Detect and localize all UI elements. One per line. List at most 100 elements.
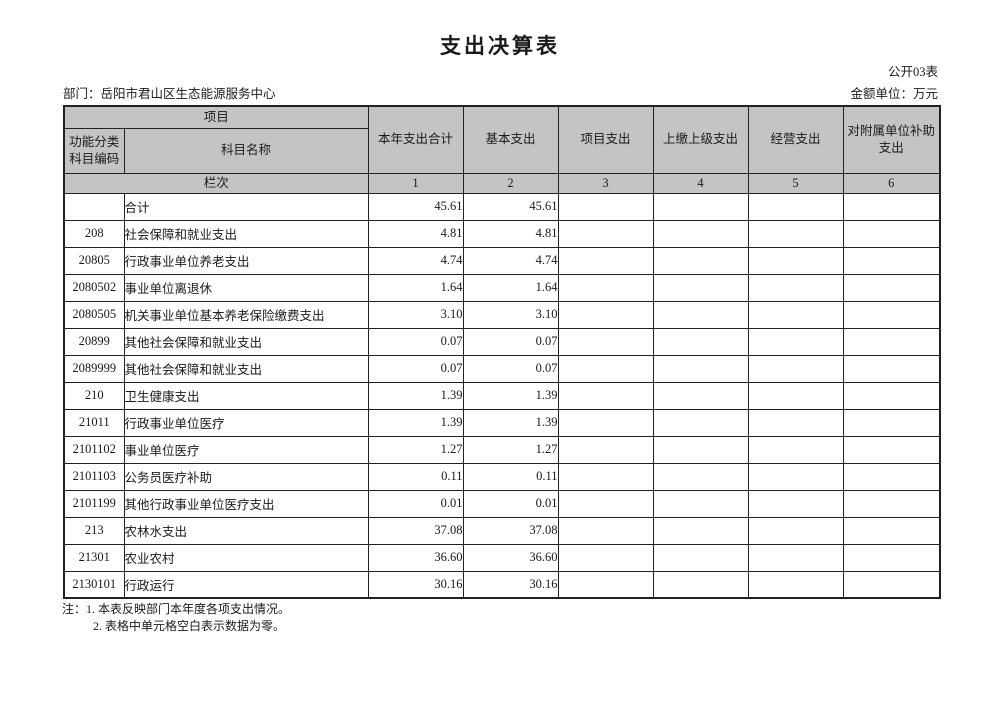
cell-subject-name: 事业单位医疗 bbox=[123, 435, 369, 464]
cell-value: 1.64 bbox=[367, 273, 464, 302]
table-row: 2089999 其他社会保障和就业支出 0.07 0.07 bbox=[63, 354, 941, 383]
cell-value: 1.27 bbox=[367, 435, 464, 464]
column-index-number: 4 bbox=[652, 172, 749, 194]
cell-subject-name: 事业单位离退休 bbox=[123, 273, 369, 302]
column-index-row: 栏次 1 2 3 4 5 6 bbox=[63, 172, 941, 194]
cell-subject-name: 其他社会保障和就业支出 bbox=[123, 327, 369, 356]
cell-value: 37.08 bbox=[462, 516, 559, 545]
cell-code: 2089999 bbox=[63, 354, 125, 383]
cell-value bbox=[652, 570, 749, 599]
expenditure-table: 项目 本年支出合计 基本支出 项目支出 上缴上级支出 经营支出 对附属单位补助支… bbox=[63, 105, 942, 599]
cell-value: 4.74 bbox=[367, 246, 464, 275]
cell-value bbox=[747, 462, 844, 491]
cell-value: 0.11 bbox=[462, 462, 559, 491]
cell-value bbox=[652, 435, 749, 464]
cell-code: 2101199 bbox=[63, 489, 125, 518]
column-index-label: 栏次 bbox=[63, 172, 369, 194]
cell-value bbox=[557, 354, 654, 383]
cell-value bbox=[842, 192, 941, 221]
cell-code: 20899 bbox=[63, 327, 125, 356]
cell-code: 21301 bbox=[63, 543, 125, 572]
cell-value bbox=[747, 543, 844, 572]
cell-value bbox=[557, 489, 654, 518]
cell-value bbox=[747, 300, 844, 329]
cell-value bbox=[842, 300, 941, 329]
header-col-upper-level: 上缴上级支出 bbox=[652, 105, 749, 174]
cell-value: 0.07 bbox=[367, 354, 464, 383]
cell-value bbox=[557, 300, 654, 329]
cell-value bbox=[842, 408, 941, 437]
cell-code: 2080505 bbox=[63, 300, 125, 329]
table-row: 21301 农业农村 36.60 36.60 bbox=[63, 543, 941, 572]
table-row: 208 社会保障和就业支出 4.81 4.81 bbox=[63, 219, 941, 248]
cell-value: 0.01 bbox=[367, 489, 464, 518]
cell-value bbox=[842, 354, 941, 383]
cell-value: 1.39 bbox=[462, 408, 559, 437]
cell-value bbox=[557, 381, 654, 410]
cell-value: 0.07 bbox=[462, 354, 559, 383]
table-row: 2101199 其他行政事业单位医疗支出 0.01 0.01 bbox=[63, 489, 941, 518]
table-row: 21011 行政事业单位医疗 1.39 1.39 bbox=[63, 408, 941, 437]
cell-value: 3.10 bbox=[367, 300, 464, 329]
cell-value: 1.39 bbox=[462, 381, 559, 410]
cell-value bbox=[652, 300, 749, 329]
cell-value bbox=[557, 192, 654, 221]
cell-value: 0.07 bbox=[367, 327, 464, 356]
cell-value bbox=[557, 543, 654, 572]
cell-value bbox=[842, 219, 941, 248]
table-row: 210 卫生健康支出 1.39 1.39 bbox=[63, 381, 941, 410]
cell-value: 45.61 bbox=[462, 192, 559, 221]
cell-value: 0.01 bbox=[462, 489, 559, 518]
cell-value bbox=[652, 327, 749, 356]
cell-subject-name: 行政事业单位养老支出 bbox=[123, 246, 369, 275]
cell-value bbox=[747, 570, 844, 599]
cell-value: 0.11 bbox=[367, 462, 464, 491]
note-line-1: 注：1. 本表反映部门本年度各项支出情况。 bbox=[62, 602, 291, 616]
cell-code: 2101102 bbox=[63, 435, 125, 464]
header-project: 项目 bbox=[63, 105, 369, 129]
cell-code: 20805 bbox=[63, 246, 125, 275]
table-row: 合计 45.61 45.61 bbox=[63, 192, 941, 221]
cell-value: 30.16 bbox=[367, 570, 464, 599]
header-col-affiliated-subsidy: 对附属单位补助支出 bbox=[842, 105, 941, 174]
table-row: 2130101 行政运行 30.16 30.16 bbox=[63, 570, 941, 599]
cell-value: 4.81 bbox=[367, 219, 464, 248]
cell-subject-name: 农林水支出 bbox=[123, 516, 369, 545]
table-row: 2080502 事业单位离退休 1.64 1.64 bbox=[63, 273, 941, 302]
cell-subject-name: 农业农村 bbox=[123, 543, 369, 572]
cell-value bbox=[652, 219, 749, 248]
cell-value bbox=[652, 408, 749, 437]
table-row: 2101102 事业单位医疗 1.27 1.27 bbox=[63, 435, 941, 464]
cell-code: 2130101 bbox=[63, 570, 125, 599]
cell-value bbox=[747, 219, 844, 248]
header-col-basic: 基本支出 bbox=[462, 105, 559, 174]
cell-value bbox=[842, 246, 941, 275]
cell-value bbox=[842, 516, 941, 545]
cell-value bbox=[842, 462, 941, 491]
column-index-number: 3 bbox=[557, 172, 654, 194]
cell-value bbox=[747, 381, 844, 410]
cell-code: 213 bbox=[63, 516, 125, 545]
column-index-number: 2 bbox=[462, 172, 559, 194]
cell-value bbox=[652, 354, 749, 383]
cell-value bbox=[557, 219, 654, 248]
cell-code: 2101103 bbox=[63, 462, 125, 491]
cell-value bbox=[747, 435, 844, 464]
cell-code: 21011 bbox=[63, 408, 125, 437]
cell-subject-name: 行政运行 bbox=[123, 570, 369, 599]
cell-value: 37.08 bbox=[367, 516, 464, 545]
note-line-2: 2. 表格中单元格空白表示数据为零。 bbox=[93, 619, 286, 633]
cell-subject-name: 社会保障和就业支出 bbox=[123, 219, 369, 248]
cell-subject-name: 其他行政事业单位医疗支出 bbox=[123, 489, 369, 518]
cell-subject-name: 机关事业单位基本养老保险缴费支出 bbox=[123, 300, 369, 329]
unit-label: 金额单位：万元 bbox=[850, 87, 938, 101]
column-index-number: 1 bbox=[367, 172, 464, 194]
cell-value bbox=[747, 489, 844, 518]
cell-subject-name: 行政事业单位医疗 bbox=[123, 408, 369, 437]
cell-value bbox=[747, 246, 844, 275]
cell-value bbox=[652, 543, 749, 572]
cell-value bbox=[652, 516, 749, 545]
cell-value bbox=[557, 327, 654, 356]
header-col-annual-total: 本年支出合计 bbox=[367, 105, 464, 174]
